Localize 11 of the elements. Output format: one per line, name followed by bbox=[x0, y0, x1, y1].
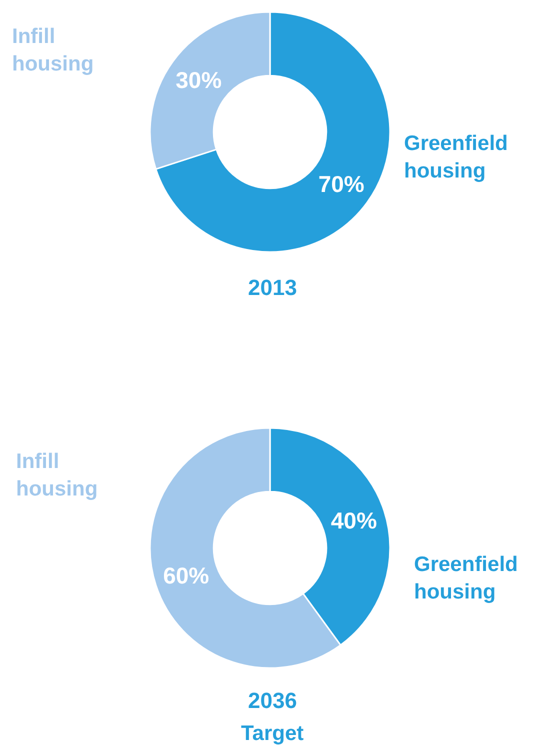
data-label: 40% bbox=[330, 508, 377, 534]
data-label: 30% bbox=[176, 67, 222, 94]
text: 2036 bbox=[248, 688, 297, 713]
slice-label: Infill housing bbox=[12, 25, 94, 76]
slice-label: Infill housing bbox=[16, 450, 98, 500]
data-label: 60% bbox=[163, 562, 210, 588]
text: 2013 bbox=[248, 275, 297, 300]
slice-label: Greenfield housing bbox=[414, 553, 518, 604]
text: Target bbox=[241, 722, 304, 745]
data-label: 70% bbox=[318, 170, 364, 197]
slice-label: Greenfield housing bbox=[404, 132, 508, 182]
